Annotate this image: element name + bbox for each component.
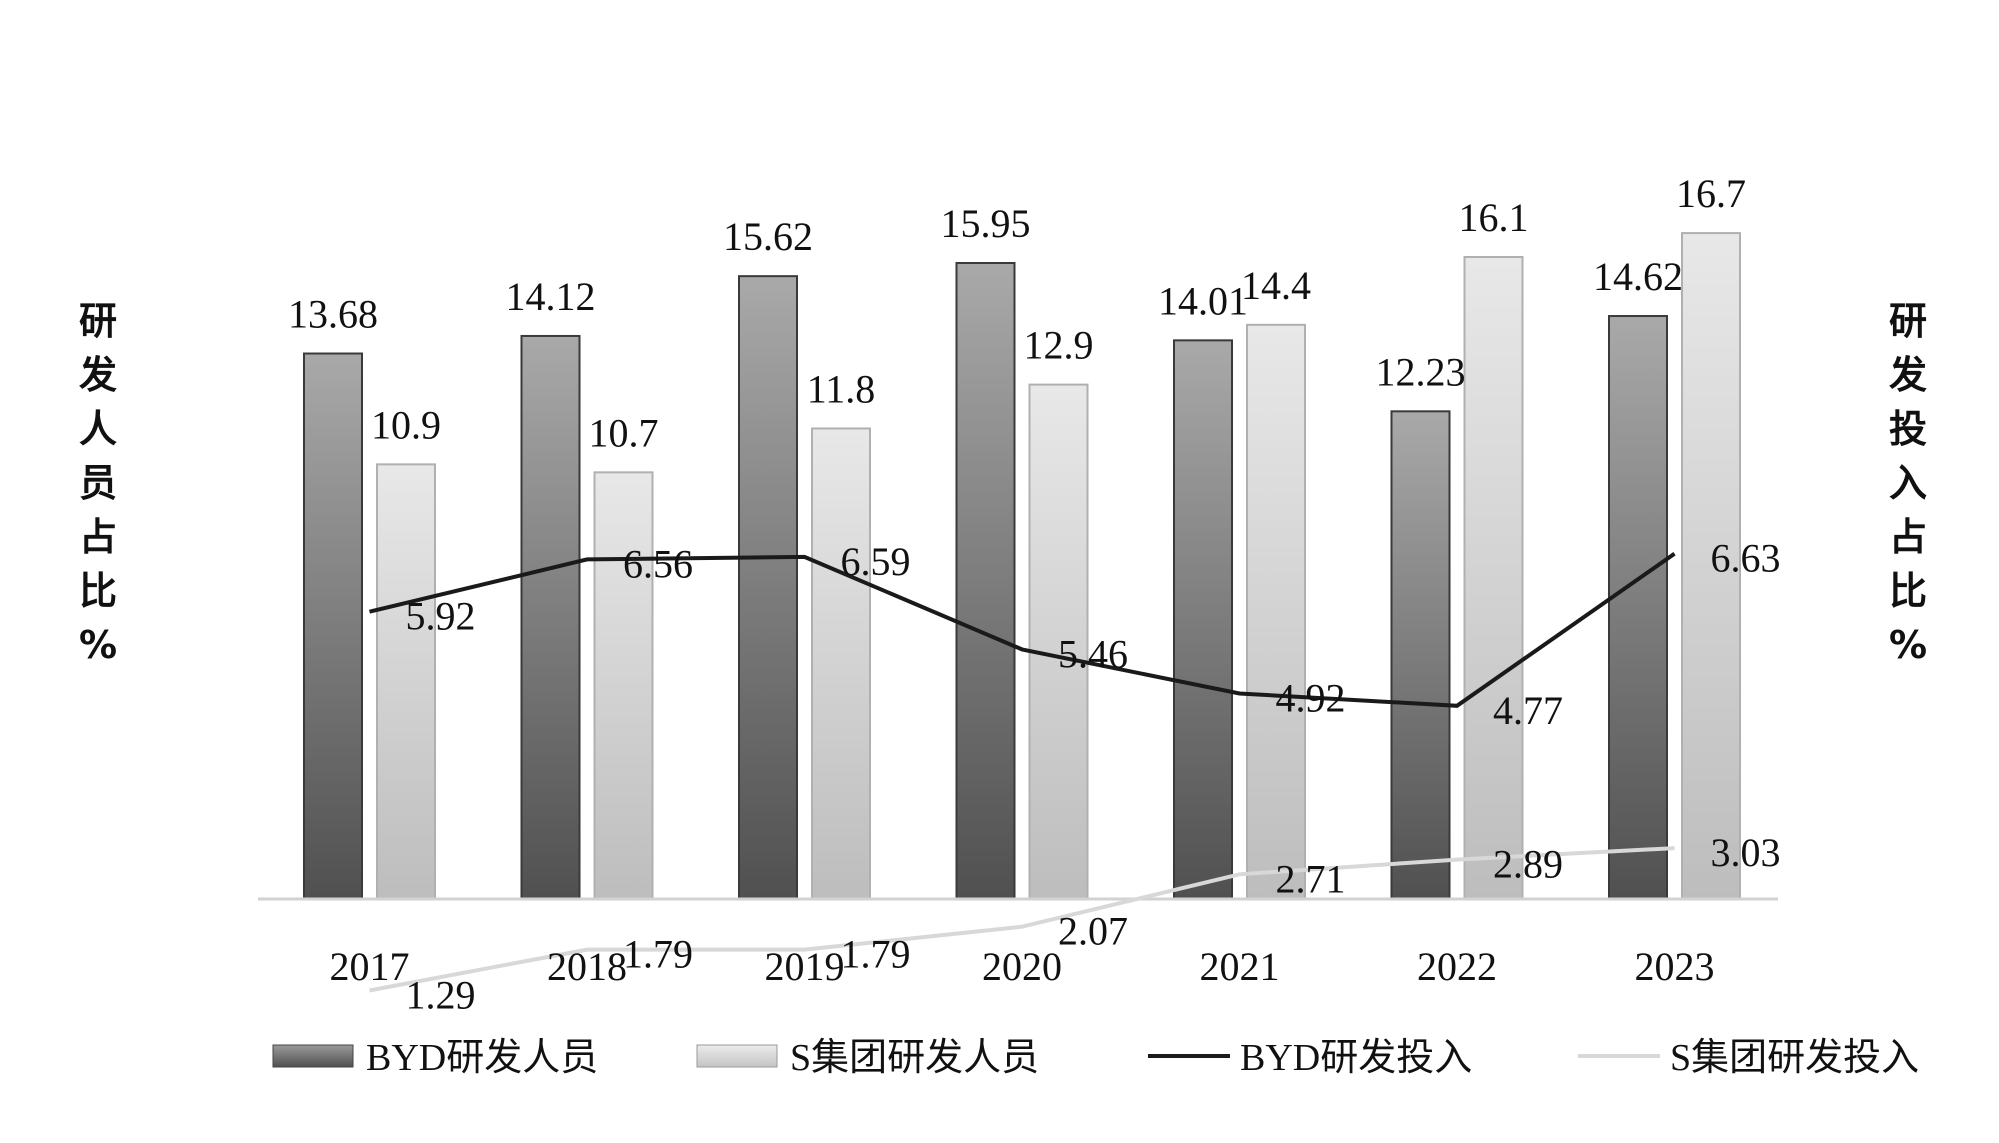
data-label-s-staff-2020: 12.9	[1024, 323, 1094, 368]
legend-label-byd-staff: BYD研发人员	[366, 1037, 598, 1079]
data-label-s-staff-2023: 16.7	[1676, 171, 1746, 216]
x-tick-label-2023: 2023	[1635, 944, 1715, 989]
bar-s-staff-2021	[1246, 323, 1306, 900]
data-label-s-staff-2017: 10.9	[371, 402, 441, 447]
legend: BYD研发人员 S集团研发人员 BYD研发投入 S集团研发投入	[272, 1037, 1919, 1079]
data-label-s-staff-2019: 11.8	[807, 366, 876, 411]
y-axis-left-title: 研发人员占比%	[79, 299, 117, 667]
legend-item-byd-staff: BYD研发人员	[272, 1037, 598, 1079]
bar-s-staff-2020	[1028, 383, 1089, 900]
bar-s-staff-2018	[593, 471, 654, 900]
legend-label-s-invest: S集团研发投入	[1670, 1037, 1919, 1079]
data-label-byd-invest-2022: 4.77	[1493, 688, 1563, 733]
legend-swatch-s-staff	[696, 1044, 778, 1068]
data-label-s-staff-2018: 10.7	[589, 410, 659, 455]
bar-byd-staff-2017	[303, 352, 363, 900]
x-tick-layer: 2017 2018 2019 2020 2021 2022 2023	[330, 944, 1715, 989]
legend-label-s-staff: S集团研发人员	[790, 1037, 1039, 1079]
data-label-byd-staff-2017: 13.68	[288, 292, 378, 337]
data-label-byd-invest-2017: 5.92	[406, 594, 476, 639]
data-label-s-invest-2020: 2.07	[1058, 909, 1128, 954]
data-label-byd-invest-2019: 6.59	[841, 539, 911, 584]
data-label-s-invest-2021: 2.71	[1276, 856, 1346, 901]
data-label-byd-invest-2020: 5.46	[1058, 631, 1128, 676]
x-tick-label-2017: 2017	[330, 944, 410, 989]
bar-byd-staff-2020	[955, 261, 1016, 900]
data-label-byd-staff-2023: 14.62	[1593, 254, 1683, 299]
legend-item-byd-invest: BYD研发投入	[1148, 1037, 1472, 1079]
data-label-s-invest-2017: 1.29	[406, 972, 476, 1017]
x-tick-label-2022: 2022	[1417, 944, 1497, 989]
bar-byd-staff-2022	[1390, 410, 1451, 900]
bar-s-staff-2017	[376, 463, 436, 900]
y-axis-right-title: 研发投入占比%	[1889, 299, 1927, 667]
legend-item-s-staff: S集团研发人员	[696, 1037, 1039, 1079]
data-label-byd-staff-2018: 14.12	[506, 274, 596, 319]
x-tick-label-2021: 2021	[1200, 944, 1280, 989]
data-label-byd-invest-2021: 4.92	[1276, 676, 1346, 721]
x-tick-label-2019: 2019	[765, 944, 845, 989]
x-tick-label-2018: 2018	[547, 944, 627, 989]
x-tick-label-2020: 2020	[982, 944, 1062, 989]
data-label-s-staff-2022: 16.1	[1459, 195, 1529, 240]
data-label-byd-staff-2021: 14.01	[1158, 278, 1248, 323]
bar-s-staff-2023	[1681, 232, 1741, 900]
bar-s-staff-2022	[1463, 256, 1524, 900]
bar-layer	[303, 232, 1741, 900]
legend-item-s-invest: S集团研发投入	[1578, 1037, 1919, 1079]
data-label-byd-staff-2022: 12.23	[1376, 349, 1466, 394]
bar-byd-staff-2023	[1608, 315, 1668, 900]
bar-s-staff-2019	[811, 427, 871, 900]
data-label-byd-invest-2018: 6.56	[623, 541, 693, 586]
legend-label-byd-invest: BYD研发投入	[1240, 1037, 1472, 1079]
data-label-s-staff-2021: 14.4	[1241, 263, 1311, 308]
bar-byd-staff-2019	[738, 275, 798, 900]
line-label-layer: 5.92 6.56 6.59 5.46 4.92 4.77 6.63 1.29 1.79 1.79…	[406, 536, 1781, 1018]
bar-byd-staff-2018	[520, 334, 581, 900]
data-label-s-invest-2022: 2.89	[1493, 842, 1563, 887]
bar-byd-staff-2021	[1173, 339, 1233, 900]
data-label-s-invest-2019: 1.79	[841, 932, 911, 977]
data-label-s-invest-2023: 3.03	[1711, 830, 1781, 875]
data-label-s-invest-2018: 1.79	[623, 932, 693, 977]
legend-swatch-byd-staff	[272, 1044, 354, 1068]
data-label-byd-invest-2023: 6.63	[1711, 536, 1781, 581]
data-label-byd-staff-2019: 15.62	[723, 214, 813, 259]
bar-label-layer: 13.68 10.9 14.12 10.7 15.62 11.8 15.95 12.9 14.0…	[288, 171, 1746, 455]
line-layer	[369, 552, 1676, 993]
data-label-byd-staff-2020: 15.95	[941, 201, 1031, 246]
